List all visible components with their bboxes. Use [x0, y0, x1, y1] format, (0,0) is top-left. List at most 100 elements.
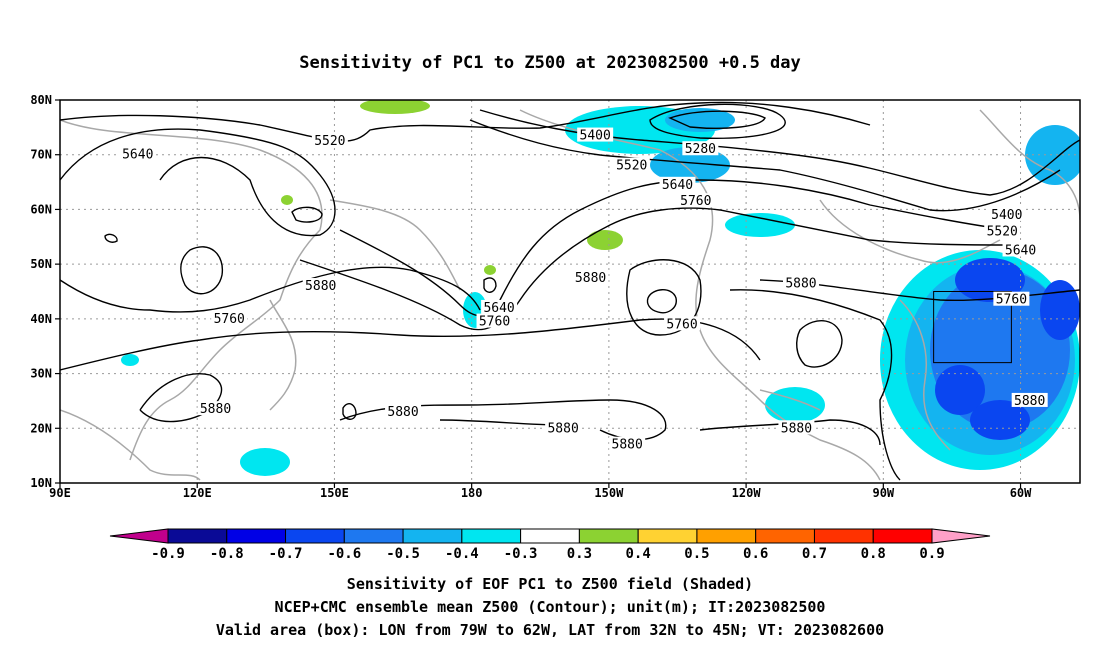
colorbar-label: 0.8	[861, 546, 886, 562]
contour-label-bg	[577, 127, 614, 142]
contour-high-center	[796, 320, 843, 368]
colorbar-segment	[637, 528, 698, 544]
colorbar-label: -0.8	[210, 546, 244, 562]
contour-south-west	[139, 373, 223, 423]
contour-label-bg	[476, 313, 513, 328]
contour-label-bg	[385, 403, 422, 418]
shade-patch	[1040, 280, 1080, 340]
x-tick-label: 90E	[49, 486, 71, 500]
sensitivity-shading	[121, 100, 1080, 476]
contour-label-bg	[1002, 242, 1039, 257]
contour-low-west	[291, 206, 323, 223]
contour-label: 5880	[785, 276, 816, 291]
shade-patch	[587, 230, 623, 250]
colorbar-segment	[872, 528, 933, 544]
contour-label: 5640	[662, 178, 693, 193]
contour-5880-east	[729, 289, 901, 481]
coastline	[759, 389, 821, 411]
shade-patch	[121, 354, 139, 366]
contour-label-bg	[613, 157, 650, 172]
contour-label: 5520	[987, 224, 1018, 239]
x-tick-label: 120E	[183, 486, 212, 500]
caption-line-1: Sensitivity of EOF PC1 to Z500 field (Sh…	[347, 575, 753, 593]
contour-label-bg	[988, 206, 1025, 221]
contour-label-bg	[609, 436, 646, 451]
coastline	[819, 199, 1001, 264]
contour-label-bg	[664, 316, 701, 331]
y-tick-label: 40N	[30, 312, 52, 326]
coastline	[60, 409, 201, 481]
colorbar-segment	[461, 528, 522, 544]
caption-line-3: Valid area (box): LON from 79W to 62W, L…	[216, 621, 884, 639]
colorbar-label: 0.7	[802, 546, 827, 562]
contour-label: 5880	[575, 271, 606, 286]
contour-trough-5640	[339, 179, 1011, 317]
colorbar-segment	[167, 528, 228, 544]
contour-label: 5880	[200, 402, 231, 417]
contour-label-bg	[481, 299, 518, 314]
contour-5880-pacific	[60, 318, 761, 371]
contour-mini	[342, 403, 357, 420]
colorbar-segment	[226, 528, 287, 544]
shade-patch	[935, 365, 985, 415]
contour-label-bg	[1011, 392, 1048, 407]
contour-label-bg	[119, 146, 156, 161]
colorbar-label: 0.4	[626, 546, 651, 562]
contour-label: 5880	[305, 279, 336, 294]
coastline	[979, 109, 1080, 221]
contour-label: 5760	[996, 293, 1027, 308]
colorbar-label: 0.9	[919, 546, 944, 562]
contour-label-bg	[545, 420, 582, 435]
contour-label: 5280	[685, 142, 716, 157]
colorbar-segment	[813, 528, 874, 544]
y-axis: 10N 20N 30N 40N 50N 60N 70N 80N	[30, 93, 60, 490]
contour-label-bg	[302, 278, 339, 293]
colorbar-segment	[343, 528, 404, 544]
contour-label-bg	[778, 420, 815, 435]
contour-high-west	[180, 246, 224, 295]
shade-patch	[281, 195, 293, 205]
contour-label-bg	[682, 141, 719, 156]
coastline	[269, 299, 297, 411]
contour-label: 5760	[666, 317, 697, 332]
coastline	[519, 109, 881, 481]
contour-mini	[104, 233, 118, 243]
colorbar-label: 0.3	[567, 546, 592, 562]
contour-label: 5760	[214, 312, 245, 327]
contour-mini	[483, 277, 497, 293]
x-tick-label: 60W	[1010, 486, 1032, 500]
contour-label: 5760	[680, 194, 711, 209]
chart-title: Sensitivity of PC1 to Z500 at 2023082500…	[299, 53, 801, 73]
colorbar-segment	[755, 528, 815, 544]
colorbar-segment	[578, 528, 639, 544]
y-tick-label: 30N	[30, 367, 52, 381]
colorbar-segment	[402, 528, 463, 544]
colorbar-label: -0.7	[269, 546, 303, 562]
y-tick-label: 10N	[30, 476, 52, 490]
colorbar-arrow-right	[931, 528, 991, 544]
contour-label: 5880	[612, 438, 643, 453]
map-frame	[59, 99, 1081, 484]
contour-label: 5640	[483, 301, 514, 316]
contour-label: 5880	[781, 421, 812, 436]
contour-label: 5400	[991, 208, 1022, 223]
contour-5760-west	[60, 266, 481, 313]
colorbar-segment	[520, 528, 580, 544]
colorbar-segment	[285, 528, 345, 544]
colorbar-label: -0.9	[151, 546, 185, 562]
contour-5280-low	[649, 103, 786, 139]
colorbar-label: -0.4	[445, 546, 479, 562]
coastlines	[60, 109, 1080, 481]
coastline	[60, 119, 323, 461]
contour-label-bg	[659, 176, 696, 191]
contour-label-bg	[572, 269, 609, 284]
y-tick-label: 70N	[30, 148, 52, 162]
coastline	[329, 199, 461, 291]
contour-5640	[60, 128, 336, 237]
shade-patch	[484, 265, 496, 275]
colorbar-label: -0.6	[327, 546, 361, 562]
contour-label-bg	[677, 193, 714, 208]
contour-label-bg	[993, 291, 1030, 306]
